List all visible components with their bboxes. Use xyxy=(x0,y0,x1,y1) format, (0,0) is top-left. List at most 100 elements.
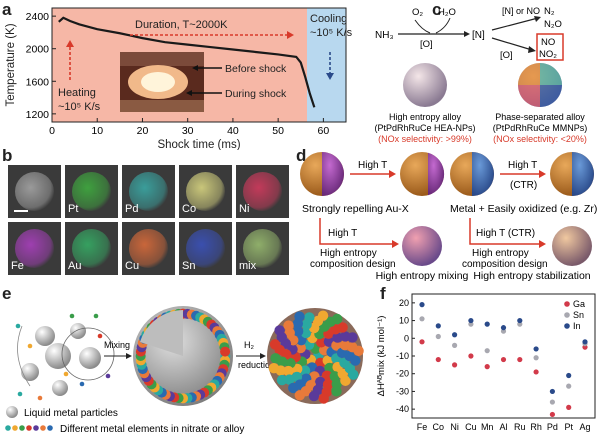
composition-design-left-2: composition design xyxy=(310,259,396,270)
legend-dot xyxy=(40,425,46,431)
final-bead xyxy=(274,325,285,336)
f-point-sn xyxy=(549,399,555,405)
f-y-axis-label: ΔHᴬᴮmix (kJ mol⁻¹) xyxy=(376,316,387,397)
f-ytick-label: -40 xyxy=(396,404,409,414)
f-legend-label: Sn xyxy=(573,310,584,320)
shell-bead xyxy=(220,346,231,357)
f-point-ga xyxy=(419,339,425,345)
final-bead xyxy=(292,363,303,375)
f-ytick-label: 10 xyxy=(399,316,409,326)
during-shock-label: During shock xyxy=(225,88,287,100)
metal-dot xyxy=(79,381,85,387)
f-legend-marker xyxy=(564,323,570,329)
final-bead xyxy=(316,337,327,348)
arrow-stabilization xyxy=(469,218,542,245)
f-point-sn xyxy=(452,342,458,348)
eds-tile-label: Ni xyxy=(239,203,250,215)
eds-tile-label: Sn xyxy=(182,260,196,272)
f-ytick-label: -10 xyxy=(396,351,409,361)
panel-label-c: c xyxy=(432,0,442,19)
f-legend-label: In xyxy=(573,321,581,331)
a-ytick-label: 2000 xyxy=(26,44,50,56)
panel-label-e: e xyxy=(2,284,12,303)
f-point-in xyxy=(566,372,572,379)
lm-particle xyxy=(79,347,101,369)
y-axis-label: Temperature (K) xyxy=(5,23,17,106)
panel-label-f: f xyxy=(380,284,386,303)
a-xtick-label: 40 xyxy=(227,125,239,137)
final-bead xyxy=(304,312,315,323)
final-bead xyxy=(332,332,343,343)
f-point-ga xyxy=(549,411,555,418)
f-point-sn xyxy=(484,348,490,354)
f-point-sn xyxy=(435,333,441,340)
no2-text: NO₂ xyxy=(539,49,557,60)
final-bead xyxy=(331,313,343,325)
temperature-line xyxy=(58,16,316,108)
lm-particle xyxy=(21,363,39,381)
eds-particle xyxy=(129,229,168,268)
a-xtick-label: 50 xyxy=(272,125,284,137)
f-xtick-label: Fe xyxy=(417,422,428,432)
h2o-text: H₂O xyxy=(438,7,456,18)
final-bead xyxy=(269,339,281,350)
f-point-sn xyxy=(419,316,425,322)
final-bead xyxy=(340,375,351,386)
final-bead xyxy=(321,370,333,381)
eds-tile: Fe xyxy=(8,222,61,275)
nox-box xyxy=(536,33,564,61)
f-point-in xyxy=(533,346,539,352)
mixing-sphere xyxy=(402,226,442,266)
metal-dot xyxy=(17,391,23,397)
eds-particle xyxy=(186,172,225,211)
cooling-rate-label: ~10⁵ K/s xyxy=(310,27,353,39)
metal-dot xyxy=(63,371,69,377)
f-ytick-label: 0 xyxy=(404,333,409,343)
final-bead xyxy=(283,320,294,331)
eds-tile: Cu xyxy=(122,222,175,275)
reduction-label: reduction xyxy=(238,360,275,370)
f-legend-marker xyxy=(564,301,570,307)
f-point-in xyxy=(468,317,474,324)
f-xtick-label: Ag xyxy=(579,422,590,432)
final-bead xyxy=(318,393,329,404)
eds-tile xyxy=(8,165,61,218)
final-bead xyxy=(348,369,359,380)
metal-dot xyxy=(15,323,21,329)
scale-bar xyxy=(14,210,28,212)
duration-label: Duration, T~2000K xyxy=(135,19,228,31)
f-point-ga xyxy=(517,356,523,363)
eds-tile-label: Pd xyxy=(125,203,139,215)
final-bead xyxy=(276,374,288,386)
final-bead xyxy=(308,390,320,402)
eds-tile-label: Co xyxy=(182,203,197,215)
f-point-in xyxy=(582,339,588,345)
f-ytick-label: -20 xyxy=(396,369,409,379)
f-point-in xyxy=(517,317,523,324)
o2-text: O₂ xyxy=(412,7,423,18)
before-shock-label: Before shock xyxy=(225,63,287,75)
n2o-text: N₂O xyxy=(544,19,562,30)
panel-label-b: b xyxy=(2,146,13,165)
composition-design-left-1: High entropy xyxy=(320,248,377,259)
heating-label: Heating xyxy=(58,87,96,99)
final-bead xyxy=(294,390,306,401)
composition-design-right-1: High entropy xyxy=(472,248,529,259)
panel-e-diagram: Mixing H₂ reduction Liquid metal particl… xyxy=(5,306,364,435)
final-bead xyxy=(292,326,304,337)
high-t-down-left: High T xyxy=(328,228,357,239)
composition-design-right-2: composition design xyxy=(462,259,548,270)
eds-particle xyxy=(243,229,282,268)
f-legend-marker xyxy=(564,312,570,318)
o-second-text: [O] xyxy=(500,50,513,61)
f-point-ga xyxy=(435,356,441,363)
eds-tile-label: mix xyxy=(239,260,257,272)
lm-particle xyxy=(45,343,71,369)
eds-particle xyxy=(129,172,168,211)
final-bead xyxy=(285,358,296,369)
n2-text: N₂ xyxy=(544,6,555,17)
metal-dot xyxy=(105,373,111,379)
hea-caption-2: (PtPdRhRuCe HEA-NPs) xyxy=(374,123,475,133)
eds-particle xyxy=(15,229,54,268)
final-bead xyxy=(337,322,348,333)
